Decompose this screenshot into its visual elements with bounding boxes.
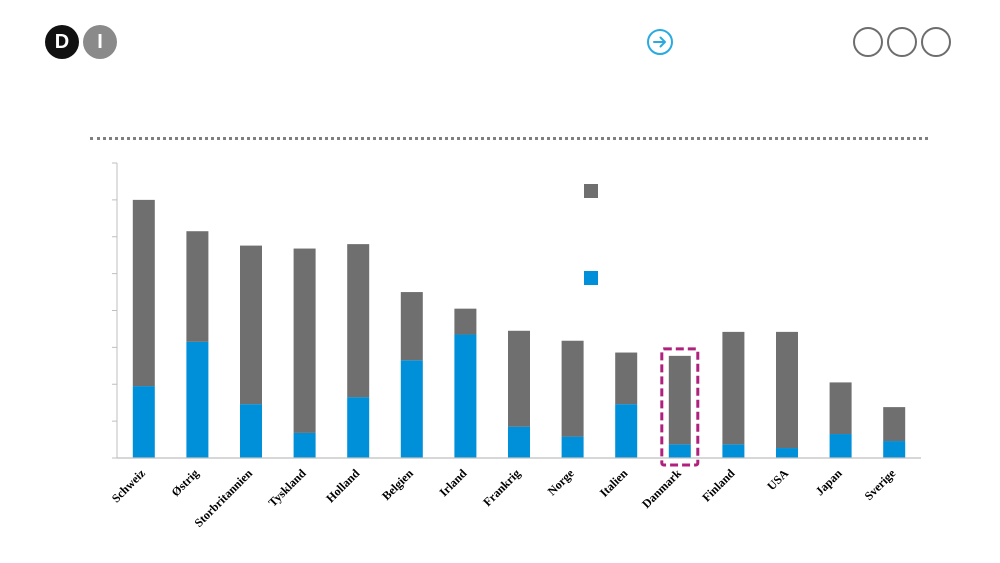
x-tick-label-6: Belgien [379,466,416,503]
di-logo: D I [45,25,117,59]
bar-grey-15 [883,407,906,442]
x-tick-label-2: Østrig [169,466,202,499]
x-tick-label-4: Tyskland [265,466,308,509]
x-tick-label-3: Storbritannien [191,466,255,530]
bar-grey-6 [400,292,423,361]
x-tick-label-13: USA [764,466,791,493]
next-button[interactable] [647,29,673,55]
x-tick-label-14: Japan [813,466,845,498]
bar-blue-15 [883,441,906,458]
bar-blue-9 [561,436,584,458]
dotted-divider [90,137,928,140]
bar-blue-8 [508,426,530,458]
bar-blue-2 [186,341,209,458]
bar-blue-4 [293,432,316,458]
bar-grey-4 [293,248,316,433]
bar-grey-9 [561,340,584,437]
bar-grey-7 [454,308,477,335]
bar-grey-14 [829,382,852,435]
bar-grey-11 [668,355,691,445]
x-tick-label-9: Norge [545,466,578,499]
bar-grey-2 [186,231,209,342]
bar-blue-12 [722,444,745,458]
bar-grey-8 [508,330,530,427]
x-tick-label-11: Danmark [639,466,684,511]
logo-letter-i: I [83,25,117,59]
bar-blue-13 [776,448,798,458]
nav-dot-2[interactable] [887,27,917,57]
bar-grey-5 [347,244,370,398]
bar-grey-10 [615,352,638,405]
x-tick-label-15: Sverige [862,466,899,503]
navigation-dots [853,27,951,57]
bar-blue-3 [240,404,262,458]
bar-blue-6 [400,360,423,458]
x-tick-label-8: Frankrig [480,466,523,509]
x-tick-label-12: Finland [699,466,737,504]
x-tick-label-1: Schweiz [109,466,149,506]
bar-blue-5 [347,397,370,458]
x-tick-label-7: Irland [437,466,470,499]
bar-blue-14 [829,434,852,458]
bar-grey-12 [722,331,745,445]
highlight-box-danmark [660,347,700,467]
bar-grey-1 [132,199,155,387]
bar-blue-7 [454,334,477,458]
arrow-right-circle-icon [653,36,666,48]
legend-swatch-blue [584,271,598,285]
x-tick-label-5: Holland [323,466,362,505]
legend-swatch-grey [584,184,598,198]
bar-blue-1 [132,386,155,458]
nav-dot-3[interactable] [921,27,951,57]
bar-blue-11 [668,444,691,458]
x-tick-label-10: Italien [597,466,631,500]
bar-blue-10 [615,404,638,458]
bar-grey-3 [240,245,262,405]
logo-letter-d: D [45,25,79,59]
nav-dot-1[interactable] [853,27,883,57]
bar-grey-13 [776,331,798,449]
